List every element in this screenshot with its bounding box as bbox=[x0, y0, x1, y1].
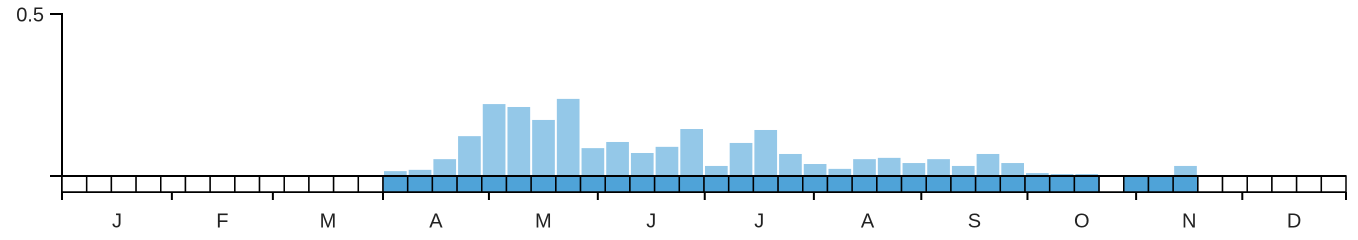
presence-box bbox=[110, 175, 137, 193]
bar bbox=[877, 157, 901, 175]
bar bbox=[556, 98, 580, 175]
presence-box bbox=[406, 175, 434, 193]
month-label: F bbox=[216, 210, 228, 232]
presence-box bbox=[999, 175, 1026, 193]
presence-box bbox=[1123, 175, 1150, 193]
presence-box bbox=[604, 175, 631, 193]
presence-box bbox=[925, 175, 952, 193]
presence-box bbox=[802, 175, 829, 193]
bar bbox=[433, 159, 457, 175]
bar bbox=[705, 165, 728, 175]
presence-box bbox=[1147, 175, 1174, 193]
presence-box bbox=[900, 175, 927, 193]
presence-box bbox=[61, 175, 88, 193]
presence-box bbox=[135, 175, 162, 193]
presence-box bbox=[678, 175, 705, 193]
month-label: A bbox=[429, 210, 443, 232]
bar bbox=[1001, 163, 1024, 175]
month-label: S bbox=[968, 210, 981, 232]
bar bbox=[853, 159, 876, 175]
month-label: O bbox=[1074, 210, 1090, 232]
presence-box bbox=[85, 175, 113, 193]
bar bbox=[408, 169, 432, 175]
presence-box bbox=[1098, 175, 1125, 193]
presence-box bbox=[974, 175, 1002, 193]
month-label: J bbox=[754, 210, 764, 232]
presence-box bbox=[752, 175, 779, 193]
presence-box bbox=[876, 175, 903, 193]
bar bbox=[680, 129, 703, 175]
presence-box bbox=[579, 175, 606, 193]
bar bbox=[1075, 174, 1099, 175]
month-label: J bbox=[112, 210, 122, 232]
bar bbox=[482, 104, 506, 175]
presence-box bbox=[209, 175, 236, 193]
presence-box bbox=[1246, 175, 1273, 193]
month-label: M bbox=[535, 210, 552, 232]
presence-box bbox=[184, 175, 211, 193]
month-label: J bbox=[646, 210, 656, 232]
month-label: D bbox=[1287, 210, 1301, 232]
bar bbox=[927, 159, 950, 175]
presence-box bbox=[653, 175, 681, 193]
month-label: N bbox=[1182, 210, 1196, 232]
presence-box bbox=[703, 175, 730, 193]
presence-box bbox=[629, 175, 656, 193]
presence-box bbox=[357, 175, 384, 193]
presence-box bbox=[1172, 175, 1199, 193]
presence-box bbox=[431, 175, 458, 193]
bar bbox=[754, 129, 778, 175]
month-label: A bbox=[861, 210, 875, 232]
bar bbox=[729, 142, 753, 175]
presence-box bbox=[234, 175, 261, 193]
presence-box bbox=[481, 175, 508, 193]
presence-box bbox=[382, 175, 409, 193]
bar bbox=[655, 146, 679, 175]
presence-box bbox=[851, 175, 878, 193]
presence-box bbox=[308, 175, 335, 193]
bar bbox=[458, 136, 481, 175]
bar bbox=[630, 152, 654, 175]
y-tick-label: 0.5 bbox=[16, 4, 44, 26]
presence-box bbox=[1221, 175, 1248, 193]
presence-box bbox=[826, 175, 853, 193]
bar bbox=[779, 153, 802, 175]
presence-box bbox=[283, 175, 310, 193]
bar bbox=[976, 153, 1000, 175]
presence-box bbox=[1320, 175, 1347, 193]
bar bbox=[1050, 174, 1074, 175]
presence-box bbox=[1271, 175, 1298, 193]
bar bbox=[532, 119, 555, 175]
bar bbox=[606, 141, 629, 175]
presence-box bbox=[1295, 175, 1323, 193]
presence-box bbox=[555, 175, 582, 193]
presence-box bbox=[332, 175, 360, 193]
presence-box bbox=[456, 175, 483, 193]
bar bbox=[1174, 165, 1197, 175]
presence-box bbox=[505, 175, 532, 193]
bar bbox=[951, 165, 975, 175]
bar bbox=[1026, 173, 1049, 175]
bar bbox=[507, 106, 531, 175]
bar bbox=[902, 163, 926, 175]
presence-box bbox=[727, 175, 755, 193]
bar bbox=[803, 164, 827, 175]
presence-box bbox=[777, 175, 804, 193]
bar bbox=[828, 168, 852, 175]
bar bbox=[384, 171, 407, 175]
presence-box bbox=[160, 175, 187, 193]
presence-box bbox=[950, 175, 977, 193]
presence-box bbox=[1073, 175, 1100, 193]
presence-box bbox=[1048, 175, 1076, 193]
month-label: M bbox=[320, 210, 337, 232]
presence-box bbox=[258, 175, 285, 193]
presence-box bbox=[1024, 175, 1051, 193]
presence-box bbox=[530, 175, 557, 193]
presence-box bbox=[1197, 175, 1224, 193]
bar bbox=[581, 148, 605, 175]
